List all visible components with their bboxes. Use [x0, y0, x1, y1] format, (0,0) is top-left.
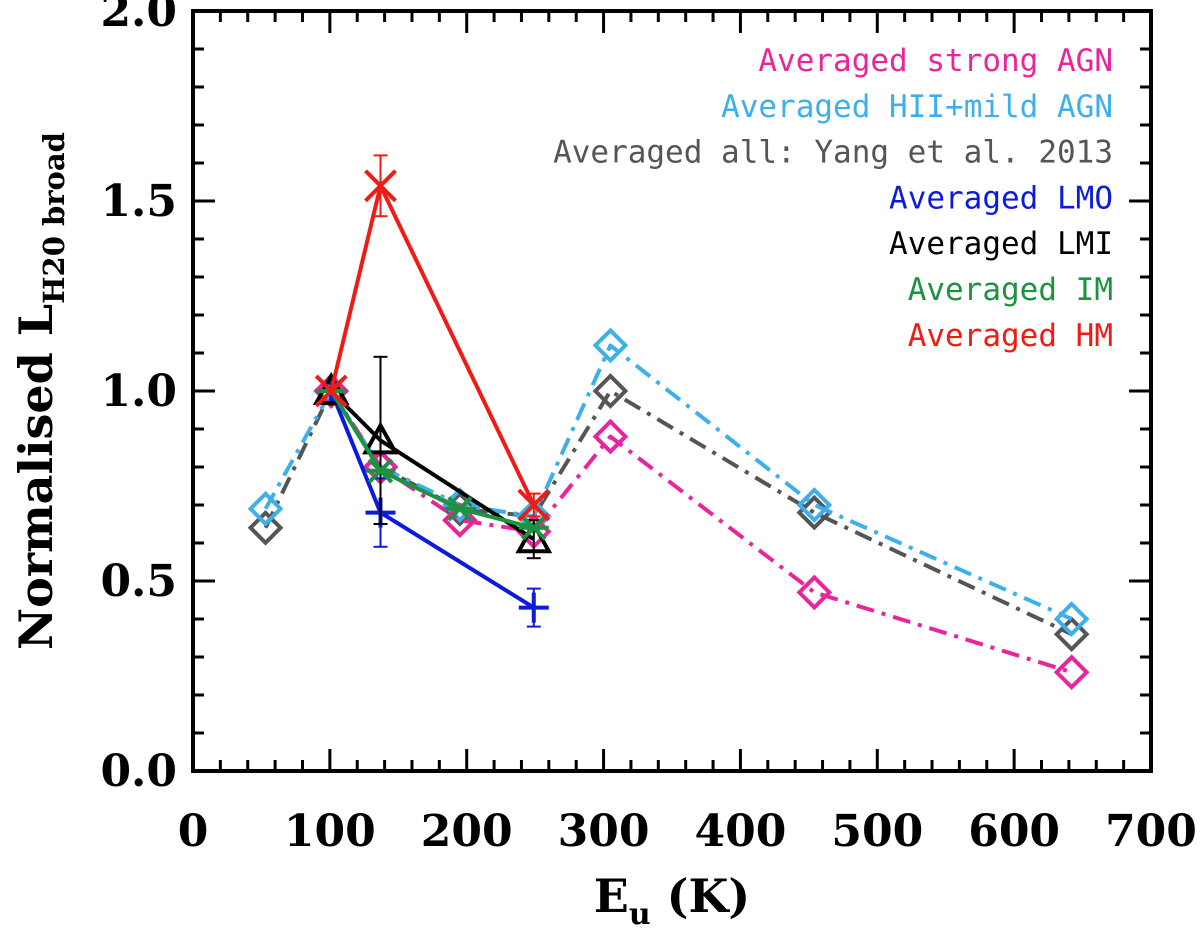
series-line [329, 389, 535, 530]
x-tick-label: 600 [968, 806, 1060, 857]
x-axis-title-unit: (K) [651, 869, 751, 923]
x-arm [364, 169, 397, 203]
series-line [329, 183, 536, 506]
legend-entry: Averaged LMO [889, 180, 1113, 216]
series-averaged-strong-agn [313, 373, 1090, 691]
legend-entry: Averaged HII+mild AGN [721, 89, 1113, 125]
data-point-diamond [592, 373, 629, 409]
legend-entry: Averaged all: Yang et al. 2013 [553, 135, 1113, 171]
asterisk-arm [447, 496, 473, 522]
y-tick-label: 1.5 [100, 176, 177, 227]
x-tick-label: 500 [831, 806, 923, 857]
x-tick-label: 100 [284, 806, 376, 857]
x-axis-title-main: E [594, 869, 629, 923]
data-point-diamond [592, 418, 629, 455]
data-point-asterisk [518, 515, 549, 541]
x-arm [314, 374, 348, 408]
series-averaged-hm [314, 154, 551, 522]
legend-entry: Averaged HM [908, 318, 1113, 354]
y-axis-title-main: Normalised L [9, 304, 63, 650]
data-point-diamond [1053, 616, 1090, 653]
tick-labels: 0 100 200 300 400 500 600 700 0.0 0.5 1.0 1.5 2.0 [100, 0, 1196, 857]
legend-entry: Averaged LMI [889, 226, 1113, 262]
x-axis-title-sub: u [629, 897, 651, 929]
x-tick-label: 300 [558, 806, 650, 857]
legend-entry: Averaged IM [908, 272, 1113, 308]
plot-frame [191, 9, 1153, 773]
x-axis-title: Eu (K) [594, 869, 750, 929]
data-point-asterisk [365, 458, 396, 484]
axis-ticks [191, 9, 1153, 773]
x-tick-label: 200 [421, 806, 513, 857]
error-bar [373, 355, 388, 525]
y-tick-label: 2.0 [100, 0, 177, 37]
data-point-diamond [796, 574, 833, 611]
y-tick-label: 0.0 [100, 746, 177, 797]
data-point-diamond [1053, 654, 1090, 691]
y-axis-title: Normalised LH20 broad [9, 132, 71, 650]
data-point-x [517, 488, 551, 522]
series-line [329, 389, 1073, 675]
x-tick-label: 400 [694, 806, 786, 857]
series-line [263, 343, 1073, 621]
x-tick-label: 700 [1105, 806, 1197, 857]
series-averaged-lmi [312, 355, 553, 560]
x-arm [517, 488, 551, 522]
data-point-x [314, 374, 348, 408]
legend-entry: Averaged strong AGN [758, 43, 1113, 79]
data-point-triangle [362, 421, 399, 455]
y-axis-title-sub: H20 broad [37, 132, 71, 304]
asterisk-arm [521, 515, 547, 541]
data-point-diamond [247, 509, 284, 546]
data-point-diamond [796, 487, 833, 523]
data-point-diamond [442, 502, 478, 539]
data-point-x [364, 169, 397, 203]
data-point-diamond [592, 327, 629, 364]
data-point-diamond [247, 490, 284, 527]
y-tick-label: 0.5 [100, 556, 177, 607]
legend: Averaged strong AGN Averaged HII+mild AGN… [553, 43, 1113, 354]
series-layer [247, 154, 1090, 691]
data-point-asterisk [444, 496, 475, 522]
y-tick-label: 1.0 [100, 366, 177, 417]
data-point-plus [518, 592, 549, 623]
data-point-diamond [1053, 601, 1090, 637]
x-tick-label: 0 [178, 806, 209, 857]
asterisk-arm [367, 458, 394, 484]
